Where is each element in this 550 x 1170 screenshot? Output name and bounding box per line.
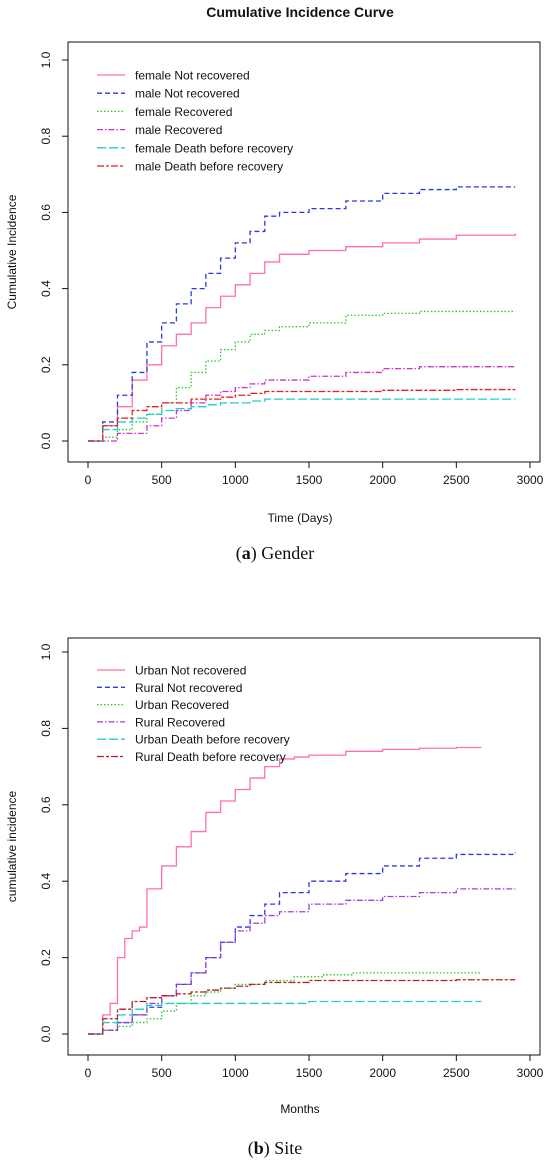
x-tick-label: 1000 (222, 1066, 249, 1080)
caption-a-text: Gender (261, 543, 315, 563)
y-axis-label: cumulative incidence (5, 790, 19, 902)
x-tick-label: 500 (152, 473, 172, 487)
x-tick-label: 1500 (296, 1066, 323, 1080)
legend-label: Urban Recovered (135, 698, 229, 712)
legend-label: male Not recovered (135, 87, 240, 101)
y-axis-label: Cumulative Incidence (5, 194, 19, 309)
caption-a-tag: a (241, 543, 251, 563)
legend-label: male Recovered (135, 123, 222, 137)
y-tick-label: 0.4 (39, 873, 53, 890)
caption-b: (b) Site (247, 1138, 303, 1158)
y-tick-label: 0.8 (39, 128, 53, 145)
legend-label: female Not recovered (135, 69, 250, 83)
legend-label: male Death before recovery (135, 160, 283, 174)
series-line-4 (88, 366, 516, 442)
y-tick-label: 0.6 (39, 204, 53, 221)
y-tick-label: 0.8 (39, 720, 53, 737)
caption-b-tag: b (253, 1138, 264, 1158)
caption-b-text: Site (274, 1138, 303, 1158)
chart-title: Cumulative Incidence Curve (206, 4, 394, 20)
y-tick-label: 0.0 (39, 1025, 53, 1042)
series-line-2 (88, 852, 516, 1035)
series-line-6 (88, 979, 516, 1035)
legend-label: Urban Death before recovery (135, 733, 290, 747)
x-tick-label: 2500 (443, 473, 470, 487)
x-tick-label: 3000 (517, 473, 544, 487)
y-tick-label: 0.2 (39, 949, 53, 966)
legend-label: Rural Recovered (135, 715, 225, 729)
x-axis-label: Months (280, 1102, 319, 1116)
series-line-1 (88, 233, 516, 442)
series-line-3 (88, 310, 516, 442)
x-tick-label: 1000 (222, 473, 249, 487)
series-line-1 (88, 746, 482, 1035)
series-line-2 (88, 186, 516, 442)
x-tick-label: 2500 (443, 1066, 470, 1080)
y-tick-label: 0.4 (39, 280, 53, 297)
x-tick-label: 0 (85, 473, 92, 487)
legend-label: female Death before recovery (135, 141, 293, 155)
legend-label: Urban Not recovered (135, 664, 246, 678)
x-tick-label: 2000 (369, 1066, 396, 1080)
series-line-5 (88, 1000, 482, 1035)
series-line-5 (88, 398, 516, 442)
x-tick-label: 500 (152, 1066, 172, 1080)
x-tick-label: 0 (85, 1066, 92, 1080)
y-tick-label: 1.0 (39, 51, 53, 68)
x-axis-label: Time (Days) (268, 511, 333, 525)
y-tick-label: 1.0 (39, 643, 53, 660)
y-tick-label: 0.0 (39, 432, 53, 449)
series-line-4 (88, 888, 516, 1035)
plot-frame (67, 41, 541, 463)
series-line-6 (88, 388, 516, 442)
caption-a: (a) Gender (235, 543, 315, 563)
y-tick-label: 0.2 (39, 356, 53, 373)
x-tick-label: 1500 (296, 473, 323, 487)
x-tick-label: 3000 (517, 1066, 544, 1080)
y-tick-label: 0.6 (39, 796, 53, 813)
plot-frame (67, 637, 541, 1056)
legend-label: Rural Not recovered (135, 681, 242, 695)
site-panel: 0 500 1000 1500 2000 2500 3000 0.0 0.2 0.4 0.6 0.8 1… (5, 637, 544, 1116)
legend-label: female Recovered (135, 105, 232, 119)
gender-panel: 0 500 1000 1500 2000 2500 3000 0.0 0.2 0.4 0.6 0.8 1… (5, 41, 544, 525)
legend-label: Rural Death before recovery (135, 750, 286, 764)
x-tick-label: 2000 (369, 473, 396, 487)
